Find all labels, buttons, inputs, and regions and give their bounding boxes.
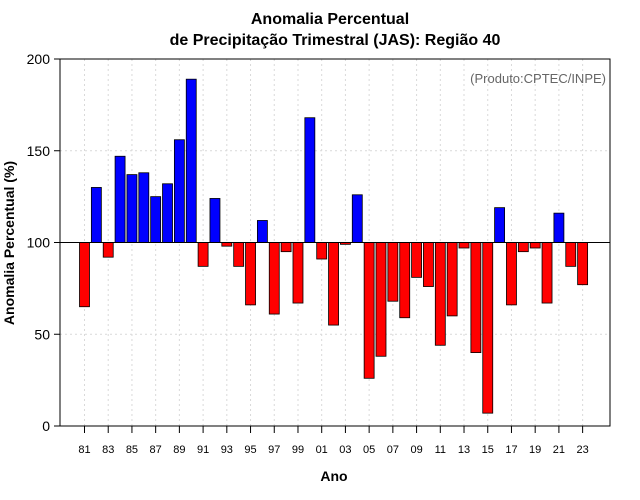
bar-1982 xyxy=(90,187,102,243)
bar-1997 xyxy=(268,242,280,315)
x-tick-label: 05 xyxy=(363,444,375,456)
bar-2016 xyxy=(494,207,506,243)
bar-2017 xyxy=(506,242,517,306)
x-tick-label: 95 xyxy=(244,444,256,456)
bar-1995 xyxy=(245,242,256,306)
bar-2011 xyxy=(434,242,446,346)
x-tick-label: 15 xyxy=(482,444,494,456)
bar-1991 xyxy=(197,242,209,267)
x-tick-label: 03 xyxy=(339,444,351,456)
bar-1988 xyxy=(162,183,173,243)
x-tick-label: 85 xyxy=(126,444,138,456)
bar-2019 xyxy=(529,242,541,249)
bar-2002 xyxy=(328,242,339,326)
bar-2015 xyxy=(482,242,494,414)
grid-lines xyxy=(60,58,610,427)
x-tick-label: 01 xyxy=(316,444,328,456)
bar-2001 xyxy=(316,242,328,260)
x-tick-label: 99 xyxy=(292,444,304,456)
bar-2020 xyxy=(541,242,553,304)
y-tick-label: 50 xyxy=(34,326,50,342)
x-tick-label: 09 xyxy=(410,444,422,456)
bar-2012 xyxy=(446,242,458,317)
x-tick-label: 93 xyxy=(221,444,233,456)
x-tick-label: 07 xyxy=(387,444,399,456)
bar-1985 xyxy=(126,174,138,243)
x-tick-label: 13 xyxy=(458,444,470,456)
chart-title-line1: Anomalia Percentual xyxy=(251,11,409,28)
bar-1986 xyxy=(138,172,150,243)
bar-1990 xyxy=(185,78,197,243)
x-tick-label: 91 xyxy=(197,444,209,456)
bar-1999 xyxy=(292,242,304,304)
chart-title-line2: de Precipitação Trimestral (JAS): Região… xyxy=(170,32,501,49)
x-axis-label: Ano xyxy=(320,468,347,484)
bar-2000 xyxy=(304,117,316,243)
bar-2007 xyxy=(387,242,399,302)
bar-2013 xyxy=(458,242,470,249)
bar-1998 xyxy=(280,242,292,253)
bar-1992 xyxy=(209,198,221,243)
y-tick-label: 100 xyxy=(27,235,51,251)
bar-2004 xyxy=(351,194,363,243)
x-tick-label: 19 xyxy=(529,444,541,456)
bar-1984 xyxy=(114,155,126,243)
x-tick-label: 97 xyxy=(268,444,280,456)
bar-2018 xyxy=(517,242,529,253)
bar-1993 xyxy=(221,242,233,247)
bar-2008 xyxy=(399,242,411,319)
bar-2022 xyxy=(565,242,577,267)
bar-2021 xyxy=(553,212,565,243)
bar-1994 xyxy=(233,242,245,267)
x-tick-label: 17 xyxy=(505,444,517,456)
bar-1983 xyxy=(102,242,114,258)
y-tick-label: 0 xyxy=(42,418,50,434)
bar-2023 xyxy=(577,242,589,286)
bar-1989 xyxy=(173,139,185,243)
bar-2010 xyxy=(423,242,434,287)
x-tick-label: 11 xyxy=(435,444,446,456)
bar-2006 xyxy=(375,242,387,357)
y-tick-label: 200 xyxy=(27,51,51,67)
x-tick-label: 89 xyxy=(173,444,185,456)
bar-2005 xyxy=(363,242,375,379)
bar-1987 xyxy=(150,196,162,243)
x-tick-label: 21 xyxy=(553,444,565,456)
y-axis: 0 50 100 150 200 xyxy=(27,51,60,434)
bar-1996 xyxy=(256,220,268,243)
x-tick-label: 83 xyxy=(102,444,114,456)
x-axis: 81 83 85 87 89 91 93 95 97 99 01 03 05 07 09 11 13 15 17 19… xyxy=(78,426,589,456)
bar-2009 xyxy=(411,242,422,278)
y-axis-label: Anomalia Percentual (%) xyxy=(1,161,17,325)
bar-2014 xyxy=(470,242,482,353)
x-tick-label: 81 xyxy=(78,444,90,456)
x-tick-label: 87 xyxy=(150,444,162,456)
x-tick-label: 23 xyxy=(576,444,588,456)
credit-label: (Produto:CPTEC/INPE) xyxy=(470,71,606,86)
bars xyxy=(79,78,589,414)
y-tick-label: 150 xyxy=(27,143,51,159)
bar-1981 xyxy=(79,242,90,308)
